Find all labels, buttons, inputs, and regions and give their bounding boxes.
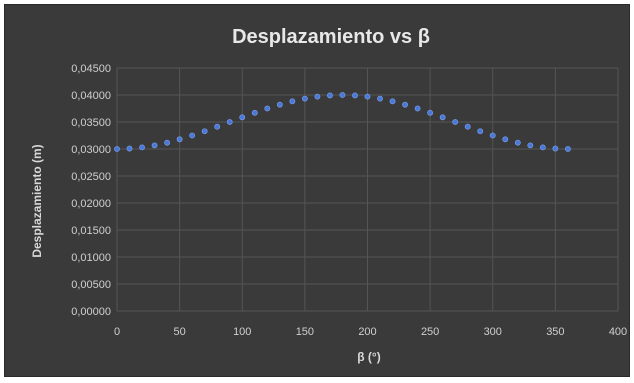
scatter-chart: Desplazamiento vs β Desplazamiento (m) β…	[30, 26, 627, 364]
data-point	[151, 142, 158, 149]
data-point	[477, 128, 484, 135]
data-point	[126, 145, 133, 152]
data-point	[289, 98, 296, 105]
x-tick-label: 250	[421, 326, 439, 338]
data-point	[552, 145, 559, 152]
data-point	[364, 93, 371, 100]
data-point	[164, 139, 170, 146]
y-tick-label: 0,02000	[71, 198, 111, 210]
data-point	[502, 136, 509, 143]
data-point	[352, 92, 358, 99]
x-tick-label: 350	[546, 326, 564, 338]
data-point	[402, 101, 408, 108]
data-point	[139, 144, 145, 151]
y-tick-label: 0,01500	[71, 225, 111, 237]
data-point	[539, 144, 546, 151]
x-tick-label: 200	[358, 326, 376, 338]
data-point	[176, 136, 183, 143]
data-point	[201, 128, 208, 135]
data-point	[514, 139, 521, 146]
tick-labels: 0,00000 0,00500 0,01000 0,01500 0,02000 0,025…	[71, 63, 627, 338]
chart-title: Desplazamiento vs β	[232, 26, 430, 48]
x-tick-label: 50	[174, 326, 186, 338]
data-point	[239, 114, 246, 121]
data-point	[489, 132, 496, 139]
chart-area: Desplazamiento vs β Desplazamiento (m) β…	[4, 4, 630, 377]
y-tick-label: 0,04000	[71, 90, 111, 102]
y-tick-label: 0,00500	[71, 279, 111, 291]
x-tick-label: 150	[296, 326, 314, 338]
y-tick-label: 0,04500	[71, 63, 111, 75]
data-point	[226, 119, 233, 125]
y-tick-label: 0,00000	[71, 306, 111, 318]
data-point	[264, 105, 271, 112]
x-tick-label: 400	[609, 326, 627, 338]
data-point	[214, 123, 221, 130]
gridlines	[116, 67, 619, 312]
data-point	[464, 123, 471, 130]
data-point	[439, 114, 446, 121]
data-point	[452, 119, 459, 125]
data-point	[114, 146, 120, 152]
data-point	[314, 93, 321, 100]
y-tick-label: 0,01000	[71, 252, 111, 264]
y-tick-label: 0,02500	[71, 171, 111, 183]
x-tick-label: 300	[484, 326, 502, 338]
data-point	[565, 146, 571, 152]
data-point	[389, 98, 396, 105]
y-tick-label: 0,03000	[71, 144, 111, 156]
data-point	[189, 132, 196, 139]
data-point	[427, 109, 434, 116]
data-point	[276, 101, 283, 108]
x-axis-label: β (°)	[357, 350, 380, 364]
x-tick-label: 0	[114, 326, 120, 338]
data-point	[377, 95, 383, 102]
x-tick-label: 100	[233, 326, 251, 338]
data-point	[339, 92, 346, 98]
data-point	[327, 92, 333, 99]
data-point	[527, 142, 534, 149]
data-point	[414, 105, 421, 112]
data-point	[251, 109, 258, 116]
data-point	[301, 95, 308, 102]
y-tick-label: 0,03500	[71, 117, 111, 129]
data-points	[114, 92, 571, 152]
y-axis-label: Desplazamiento (m)	[30, 144, 44, 257]
